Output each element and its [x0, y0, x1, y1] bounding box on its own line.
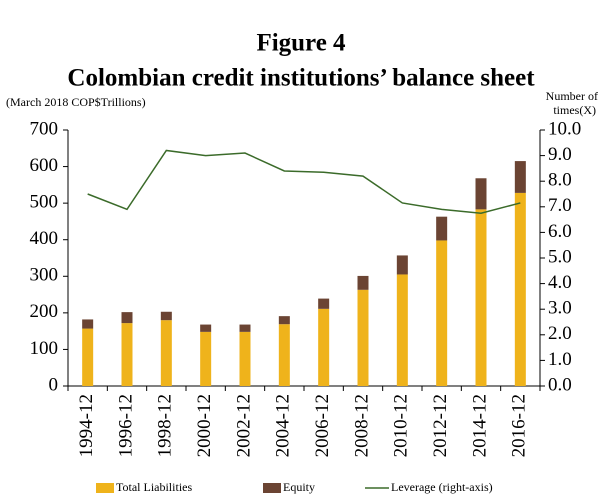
- y2-tick-label: 5.0: [548, 246, 572, 267]
- x-tick-label: 1994-12: [76, 394, 97, 457]
- legend-swatch: [263, 483, 281, 493]
- bar: [357, 275, 369, 290]
- bar: [82, 319, 94, 329]
- y2-tick-label: 2.0: [548, 323, 572, 344]
- x-tick-label: 2004-12: [273, 394, 294, 457]
- line: [87, 149, 521, 214]
- bar: [436, 240, 448, 386]
- x-tick-label: 2006-12: [312, 394, 333, 457]
- bar: [278, 324, 290, 386]
- chart-subtitle: Colombian credit institutions’ balance s…: [67, 65, 535, 92]
- y-tick-label: 500: [30, 192, 59, 213]
- bar: [514, 192, 526, 386]
- y-tick-label: 400: [30, 228, 59, 249]
- bar: [200, 331, 212, 386]
- y2-tick-label: 9.0: [548, 144, 572, 165]
- bar: [278, 316, 290, 325]
- bar: [121, 312, 133, 324]
- x-tick-label: 1998-12: [155, 394, 176, 457]
- bar: [82, 328, 94, 386]
- x-tick-label: 2000-12: [194, 394, 215, 457]
- bar: [160, 311, 172, 321]
- bar: [160, 320, 172, 386]
- y2-tick-label: 8.0: [548, 170, 572, 191]
- y-tick-label: 700: [30, 118, 59, 139]
- y-tick-label: 0: [49, 374, 59, 395]
- y-tick-label: 200: [30, 301, 59, 322]
- bar: [475, 178, 487, 210]
- y2-tick-label: 10.0: [548, 118, 581, 139]
- y2-tick-label: 1.0: [548, 349, 572, 370]
- bar: [357, 289, 369, 386]
- y-tick-label: 100: [30, 338, 59, 359]
- y2-tick-label: 6.0: [548, 221, 572, 242]
- bar: [514, 161, 526, 193]
- bar: [239, 331, 251, 386]
- legend-label: Leverage (right-axis): [391, 480, 493, 494]
- x-tick-label: 2014-12: [469, 394, 490, 457]
- bar: [396, 274, 408, 386]
- y-tick-label: 300: [30, 265, 59, 286]
- y2-tick-label: 7.0: [548, 195, 572, 216]
- bar: [239, 324, 251, 332]
- x-tick-label: 2008-12: [351, 394, 372, 457]
- y2-axis-label: Number of: [546, 89, 598, 103]
- y2-tick-label: 4.0: [548, 272, 572, 293]
- bar: [318, 298, 330, 309]
- x-tick-label: 2010-12: [391, 394, 412, 457]
- x-tick-label: 2012-12: [430, 394, 451, 457]
- chart-title: Figure 4: [256, 30, 346, 57]
- bar: [475, 209, 487, 386]
- bar: [121, 323, 133, 386]
- legend-label: Equity: [283, 480, 315, 494]
- bar: [318, 308, 330, 386]
- x-tick-label: 2016-12: [509, 394, 530, 457]
- x-tick-label: 1996-12: [115, 394, 136, 457]
- x-tick-label: 2002-12: [233, 394, 254, 457]
- y2-tick-label: 0.0: [548, 374, 572, 395]
- y-tick-label: 600: [30, 155, 59, 176]
- bar: [436, 216, 448, 241]
- legend-swatch: [96, 483, 114, 493]
- bar: [396, 255, 408, 275]
- y-axis-label: (March 2018 COP$Trillions): [6, 95, 146, 109]
- legend-label: Total Liabilities: [116, 480, 192, 494]
- bar: [200, 324, 212, 332]
- y2-axis-label: times(X): [553, 103, 596, 117]
- y2-tick-label: 3.0: [548, 298, 572, 319]
